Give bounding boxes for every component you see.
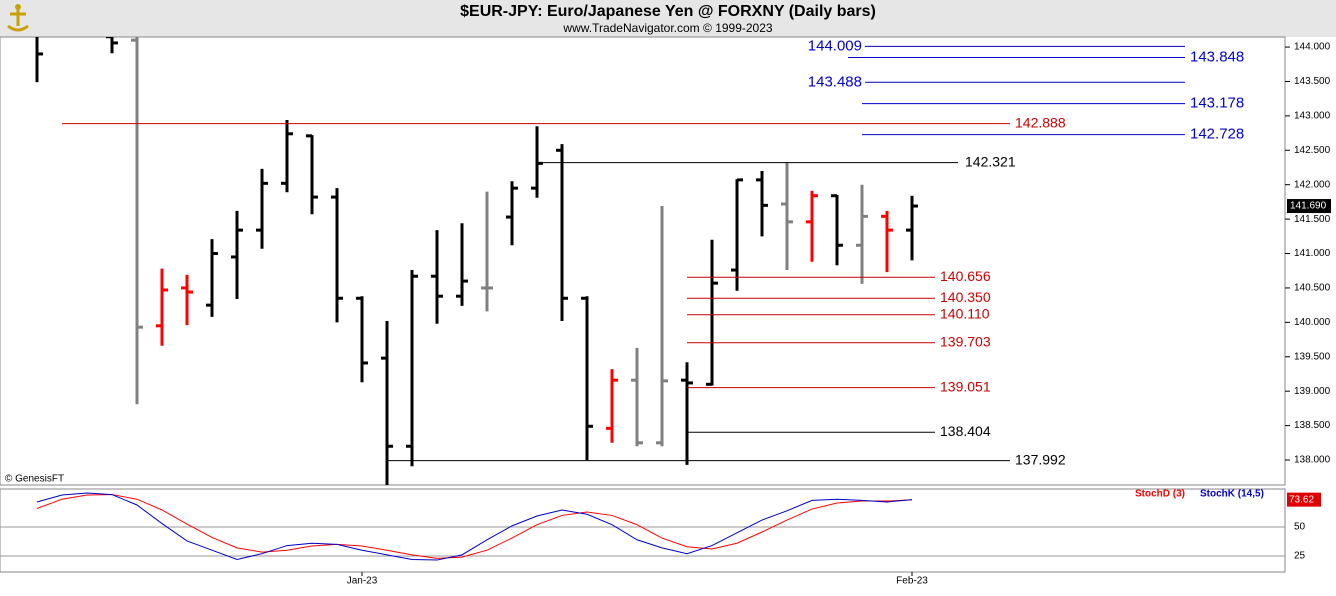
price-level-label: 142.888 — [1015, 114, 1066, 130]
price-level-label: 142.728 — [1190, 126, 1244, 143]
price-plot — [35, 37, 1185, 485]
y-tick-label: 143.500 — [1294, 76, 1331, 87]
x-tick-label: Feb-23 — [896, 576, 928, 587]
price-level-label: 139.051 — [940, 378, 991, 394]
price-level-label: 144.009 — [808, 37, 862, 54]
y-tick-label: 142.000 — [1294, 179, 1331, 190]
price-level-label: 143.178 — [1190, 95, 1244, 112]
y-tick-label: 50 — [1294, 522, 1306, 533]
price-level-label: 140.656 — [940, 268, 991, 284]
y-tick-label: 141.500 — [1294, 214, 1331, 225]
x-tick-label: Jan-23 — [347, 576, 378, 587]
logo — [3, 3, 33, 33]
y-tick-label: 138.000 — [1294, 455, 1331, 466]
stoch-panel — [0, 488, 1286, 573]
y-tick-label: 142.500 — [1294, 145, 1331, 156]
price-level-label: 140.110 — [940, 305, 990, 321]
stoch-line — [36, 492, 913, 561]
last-value-box — [1287, 492, 1321, 507]
header-bar — [0, 0, 1336, 37]
price-level-label: 139.703 — [940, 334, 991, 350]
last-price-box — [1287, 199, 1331, 214]
axes: 138.000 138.500 139.000 139.500 140.000 140.5… — [0, 37, 1331, 587]
y-tick-label: 25 — [1294, 551, 1306, 562]
stoch-line — [36, 494, 913, 559]
last-price-label: 141.690 — [1290, 201, 1327, 212]
price-level-label: 142.321 — [965, 153, 1016, 169]
chart-subtitle: www.TradeNavigator.com © 1999-2023 — [562, 21, 772, 35]
y-tick-label: 139.500 — [1294, 351, 1331, 362]
y-tick-label: 140.000 — [1294, 317, 1331, 328]
price-panel — [0, 36, 1286, 486]
legend-entry: StochK (14,5) — [1200, 489, 1264, 500]
chart-title: $EUR-JPY: Euro/Japanese Yen @ FORXNY (Da… — [460, 3, 876, 20]
price-level-label: 143.848 — [1190, 48, 1244, 65]
legend-entry: StochD (3) — [1135, 489, 1185, 500]
price-level-label: 143.488 — [808, 73, 862, 90]
price-level-label: 137.992 — [1015, 451, 1066, 467]
y-tick-label: 140.500 — [1294, 283, 1331, 294]
y-tick-label: 143.000 — [1294, 111, 1331, 122]
price-level-label: 138.404 — [940, 423, 991, 439]
y-tick-label: 139.000 — [1294, 386, 1331, 397]
y-tick-label: 138.500 — [1294, 420, 1331, 431]
price-level-label: 140.350 — [940, 289, 991, 305]
y-tick-label: 141.000 — [1294, 248, 1331, 259]
y-tick-label: 144.000 — [1294, 42, 1331, 53]
last-value-label: 73.62 — [1289, 494, 1314, 505]
source-note: © GenesisFT — [5, 474, 64, 485]
